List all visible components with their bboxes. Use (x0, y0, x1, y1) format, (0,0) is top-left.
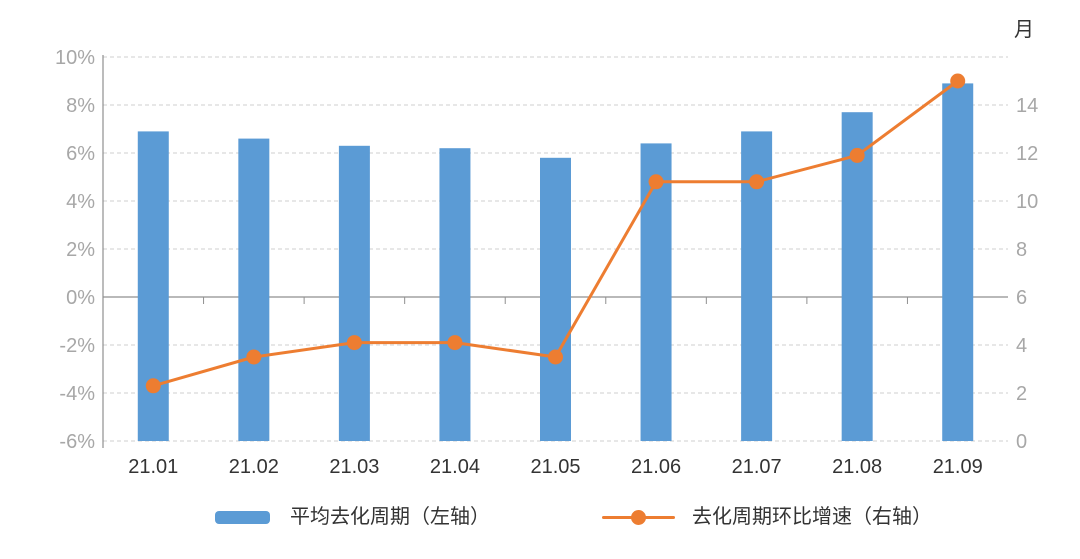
line-point-21.04[interactable] (447, 335, 463, 351)
left-axis-tick-label: 2% (66, 239, 95, 261)
right-axis-tick-label: 6 (1016, 287, 1027, 309)
bar-series-swatch-icon (215, 510, 270, 524)
left-axis-tick-label: -4% (59, 383, 95, 405)
left-axis-tick-label: -2% (59, 335, 95, 357)
right-axis-unit-label: 月 (1014, 19, 1034, 41)
left-axis-tick-label: 4% (66, 191, 95, 213)
left-axis-tick-label: -6% (59, 431, 95, 453)
left-axis-tick-label: 6% (66, 143, 95, 165)
bar-21.05[interactable] (540, 157, 571, 442)
bar-21.04[interactable] (439, 148, 471, 441)
x-axis-label-21.05: 21.05 (530, 456, 580, 478)
right-axis-tick-label: 8 (1016, 239, 1027, 261)
line-point-21.09[interactable] (950, 73, 966, 89)
line-point-21.02[interactable] (246, 349, 262, 365)
line-series-mark-icon (602, 509, 675, 525)
legend-label-line-series: 去化周期环比增速（右轴） (692, 506, 932, 528)
left-axis-tick-label: 10% (55, 47, 95, 69)
line-point-21.01[interactable] (145, 378, 161, 394)
bar-21.08[interactable] (841, 112, 873, 441)
x-axis-label-21.02: 21.02 (229, 456, 279, 478)
x-axis-label-21.01: 21.01 (128, 456, 178, 478)
right-axis-tick-label: 14 (1016, 95, 1038, 117)
left-axis-tick-label: 8% (66, 95, 95, 117)
right-axis-tick-label: 4 (1016, 335, 1027, 357)
legend-item-line-series[interactable]: 去化周期环比增速（右轴） (602, 503, 932, 531)
x-axis-label-21.09: 21.09 (933, 456, 983, 478)
right-axis-tick-label: 12 (1016, 143, 1038, 165)
bar-21.06[interactable] (640, 143, 672, 441)
line-series-dot-icon (631, 509, 646, 525)
line-point-21.07[interactable] (749, 174, 765, 190)
x-axis-label-21.04: 21.04 (430, 456, 480, 478)
line-point-21.03[interactable] (346, 335, 362, 351)
line-point-21.08[interactable] (849, 147, 865, 163)
x-axis-label-21.08: 21.08 (832, 456, 882, 478)
legend-label-bar-series: 平均去化周期（左轴） (290, 506, 490, 528)
x-axis-label-21.07: 21.07 (732, 456, 782, 478)
x-axis-label-21.06: 21.06 (631, 456, 681, 478)
chart-legend: 平均去化周期（左轴） 去化周期环比增速（右轴） (0, 503, 1080, 531)
right-axis-tick-label: 2 (1016, 383, 1027, 405)
legend-item-bar-series[interactable]: 平均去化周期（左轴） (215, 503, 490, 531)
bar-21.09[interactable] (942, 83, 974, 442)
x-axis-label-21.03: 21.03 (329, 456, 379, 478)
line-point-21.06[interactable] (648, 174, 664, 190)
left-axis-tick-label: 0% (66, 287, 95, 309)
bar-21.03[interactable] (338, 145, 370, 442)
bar-21.02[interactable] (238, 138, 270, 441)
right-axis-tick-label: 10 (1016, 191, 1038, 213)
right-axis-tick-label: 0 (1016, 431, 1027, 453)
line-point-21.05[interactable] (548, 349, 563, 365)
bar-21.01[interactable] (137, 131, 169, 441)
